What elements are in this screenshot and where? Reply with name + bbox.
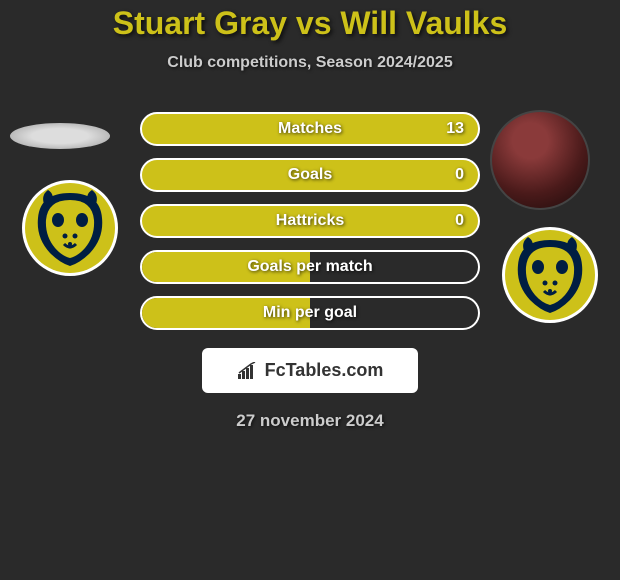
stat-label: Matches	[278, 120, 342, 138]
player-photo-left	[10, 123, 110, 149]
stat-value: 0	[455, 166, 464, 184]
watermark: FcTables.com	[202, 348, 418, 393]
stat-row-matches: Matches 13	[140, 112, 480, 146]
chart-icon	[237, 362, 259, 380]
stat-label: Goals	[288, 166, 332, 184]
watermark-text: FcTables.com	[265, 360, 384, 381]
stat-row-hattricks: Hattricks 0	[140, 204, 480, 238]
club-logo-right	[500, 225, 600, 325]
page-subtitle: Club competitions, Season 2024/2025	[0, 54, 620, 72]
oxford-logo-icon	[20, 178, 120, 278]
date-text: 27 november 2024	[0, 411, 620, 431]
stat-label: Goals per match	[247, 258, 372, 276]
page-title: Stuart Gray vs Will Vaulks	[0, 5, 620, 42]
stat-row-mpg: Min per goal	[140, 296, 480, 330]
player-photo-right	[490, 110, 590, 210]
stat-label: Hattricks	[276, 212, 344, 230]
oxford-logo-icon	[500, 225, 600, 325]
club-logo-left	[20, 178, 120, 278]
stat-row-goals: Goals 0	[140, 158, 480, 192]
stat-label: Min per goal	[263, 304, 357, 322]
stat-row-gpm: Goals per match	[140, 250, 480, 284]
stat-value: 0	[455, 212, 464, 230]
stat-value: 13	[446, 120, 464, 138]
